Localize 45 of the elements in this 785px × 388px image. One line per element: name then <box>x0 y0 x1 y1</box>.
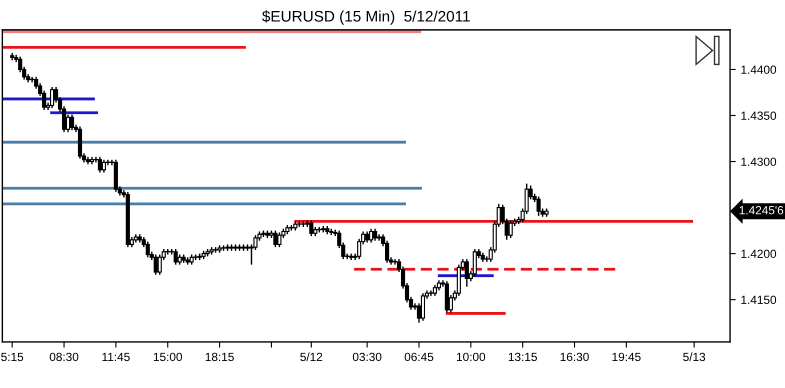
x-tick-label: 13:15 <box>508 352 537 362</box>
text: 1.4245'6 <box>740 206 784 214</box>
candlestick <box>277 232 282 248</box>
candlestick <box>190 254 194 266</box>
candlestick <box>50 86 54 109</box>
candlestick <box>154 254 158 276</box>
y-tick-label: 1.4300 <box>741 158 776 166</box>
chart-title: $EURUSD (15 Min) 5/12/2011 <box>262 10 470 25</box>
x-tick-label: 15:00 <box>154 352 182 362</box>
x-tick-label: 16:30 <box>560 352 589 362</box>
candlestick <box>178 254 182 266</box>
candlestick <box>420 292 426 322</box>
x-tick-label: 08:30 <box>50 352 78 362</box>
candlestick <box>472 248 477 278</box>
x-tick-label: 5/12 <box>300 352 322 362</box>
candlestick <box>536 196 541 217</box>
x-tick-label: 19:45 <box>612 352 641 362</box>
candlestick <box>365 230 370 244</box>
candlestick <box>70 114 74 131</box>
candlestick <box>98 156 102 174</box>
x-tick-label: 18:15 <box>206 352 234 362</box>
candlestick <box>432 284 437 297</box>
y-tick-label: 1.4350 <box>741 112 776 120</box>
candlestick <box>313 226 318 237</box>
x-tick-label: 11:45 <box>102 352 130 362</box>
candlestick <box>293 220 298 232</box>
candlestick <box>309 220 314 237</box>
y-tick-label: 1.4150 <box>741 296 776 304</box>
y-tick-label: 1.4400 <box>741 66 776 74</box>
x-tick-label: 03:30 <box>352 352 382 362</box>
candlestick <box>174 248 178 266</box>
candlestick <box>464 258 469 288</box>
candlestick <box>373 228 378 242</box>
candlestick <box>146 240 150 258</box>
candlestick <box>369 228 374 244</box>
y-tick-label: 1.4200 <box>741 250 776 258</box>
candlestick <box>102 158 106 174</box>
x-tick-label: 10:00 <box>456 352 486 362</box>
x-tick-label: 5:15 <box>1 352 24 362</box>
candlestick <box>285 224 290 235</box>
x-tick-label: 5/13 <box>683 352 706 362</box>
x-tick-label: 06:45 <box>404 352 434 362</box>
candlestick <box>273 230 278 248</box>
candlestick <box>508 220 513 239</box>
candlestick <box>480 252 485 263</box>
